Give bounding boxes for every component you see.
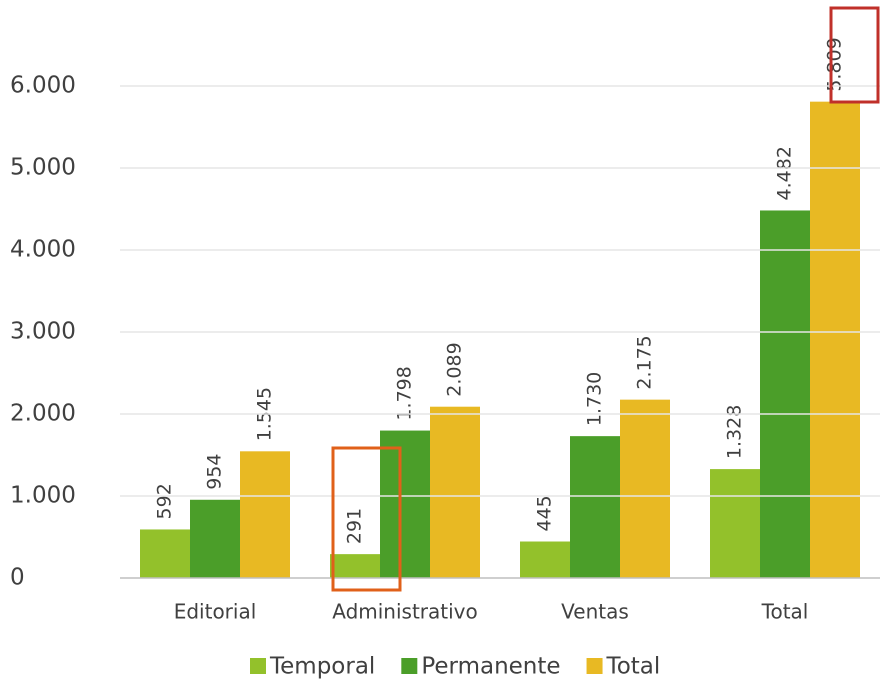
- y-tick-label: 5.000: [10, 155, 76, 181]
- highlight-box: [829, 6, 880, 104]
- bar: [710, 469, 760, 578]
- y-tick-label: 1.000: [10, 483, 76, 509]
- value-label: 291: [344, 508, 366, 544]
- legend-label: Temporal: [269, 654, 375, 680]
- y-tick-label: 0: [10, 565, 25, 591]
- bar: [620, 399, 670, 578]
- y-tick-label: 4.000: [10, 237, 76, 263]
- value-label: 1.730: [584, 372, 606, 426]
- legend-swatch: [250, 658, 266, 674]
- y-tick-label: 3.000: [10, 319, 76, 345]
- legend-swatch: [586, 658, 603, 674]
- bar: [570, 436, 620, 578]
- y-tick-label: 6.000: [10, 73, 76, 99]
- value-label: 445: [534, 495, 556, 531]
- x-tick-label: Total: [761, 600, 809, 624]
- x-tick-label: Editorial: [174, 600, 257, 624]
- value-label: 2.175: [634, 335, 656, 389]
- bar: [330, 554, 380, 578]
- bar: [140, 529, 190, 578]
- value-label: 4.482: [774, 146, 796, 200]
- legend-label: Total: [606, 654, 661, 680]
- value-label: 5.809: [824, 37, 846, 91]
- value-label: 1.798: [394, 366, 416, 420]
- x-tick-label: Administrativo: [332, 600, 478, 624]
- bar: [520, 541, 570, 578]
- value-label: 954: [204, 454, 226, 490]
- y-tick-label: 2.000: [10, 401, 76, 427]
- value-label: 2.089: [444, 342, 466, 396]
- bar: [430, 406, 480, 578]
- bar: [190, 499, 240, 578]
- bar: [240, 451, 290, 578]
- bar: [380, 430, 430, 578]
- highlight-box: [331, 446, 402, 592]
- value-label: 1.328: [724, 405, 746, 459]
- x-tick-label: Ventas: [561, 600, 629, 624]
- bar: [810, 101, 860, 579]
- legend-label: Permanente: [421, 654, 560, 680]
- bar: [760, 210, 810, 578]
- value-label: 592: [154, 483, 176, 519]
- legend-swatch: [401, 658, 418, 674]
